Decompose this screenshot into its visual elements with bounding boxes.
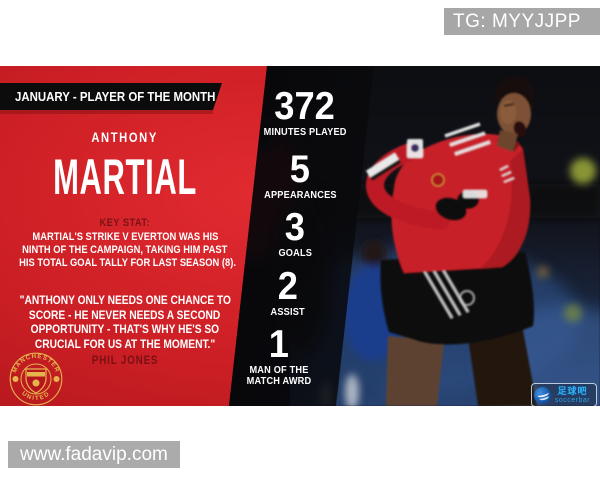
stat-assist: 2 ASSIST	[270, 265, 306, 318]
red-info-panel: JANUARY - PLAYER OF THE MONTH ANTHONY MA…	[0, 66, 267, 406]
key-stat-line: HIS TOTAL GOAL TALLY FOR LAST SEASON (8)…	[19, 257, 236, 269]
player-last-name: MARTIAL	[53, 149, 197, 205]
manchester-united-crest-icon: MANCHESTER UNITED	[9, 352, 63, 406]
stat-goals: 3 GOALS	[278, 206, 312, 259]
player-first-name: ANTHONY	[91, 129, 159, 145]
soccerbar-cn-label: 足球吧	[557, 385, 588, 396]
banner-shadow	[0, 110, 213, 114]
soccerbar-logo: 足球吧 soccerbar	[531, 383, 597, 406]
key-stat-line: NINTH OF THE CAMPAIGN, TAKING HIM PAST	[22, 244, 228, 256]
player-of-month-graphic: JANUARY - PLAYER OF THE MONTH ANTHONY MA…	[0, 66, 600, 406]
site-watermark: www.fadavip.com	[8, 441, 180, 468]
soccerbar-en-label: soccerbar	[554, 396, 591, 404]
soccerbar-globe-icon	[534, 386, 551, 404]
month-banner: JANUARY - PLAYER OF THE MONTH	[0, 83, 222, 110]
telegram-watermark-label: TG: MYYJJPP	[453, 11, 581, 32]
quote-attribution: PHIL JONES	[91, 355, 159, 367]
site-watermark-label: www.fadavip.com	[20, 444, 168, 465]
quote-block: "ANTHONY ONLY NEEDS ONE CHANCE TO SCORE …	[0, 293, 250, 351]
quote-line: CRUCIAL FOR US AT THE MOMENT."	[34, 336, 216, 351]
key-stat-heading: KEY STAT:	[99, 217, 151, 229]
month-banner-label: JANUARY - PLAYER OF THE MONTH	[15, 89, 216, 104]
stat-minutes-played: 372 MINUTES PLAYED	[263, 85, 347, 138]
martial-figure	[365, 76, 537, 406]
quote-line: OPPORTUNITY - THAT'S WHY HE'S SO	[30, 322, 220, 336]
stat-appearances: 5 APPEARANCES	[263, 148, 337, 201]
quote-line: "ANTHONY ONLY NEEDS ONE CHANCE TO	[19, 293, 231, 307]
quote-line: SCORE - HE NEVER NEEDS A SECOND	[29, 307, 221, 322]
telegram-watermark: TG: MYYJJPP	[444, 8, 600, 35]
stat-man-of-the-match: 1 MAN OF THE MATCH AWRD	[246, 323, 312, 387]
key-stat-line: MARTIAL'S STRIKE V EVERTON WAS HIS	[32, 231, 218, 243]
key-stat-body: MARTIAL'S STRIKE V EVERTON WAS HIS NINTH…	[0, 231, 250, 270]
